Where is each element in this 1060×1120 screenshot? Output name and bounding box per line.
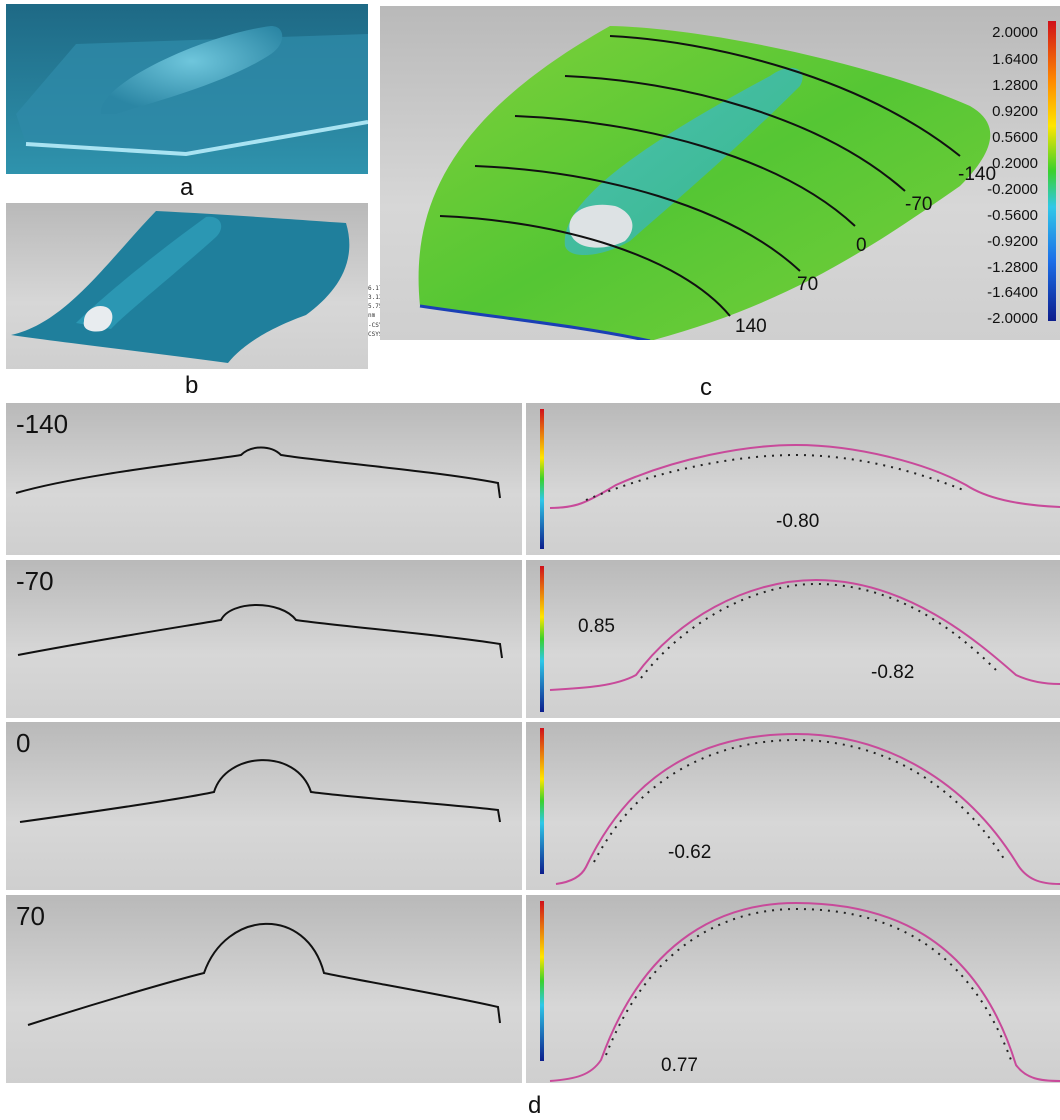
d-row-1-right-zoom: -0.80 [526, 403, 1060, 555]
scale-label-6: 0.2000 [992, 155, 1038, 172]
caption-b: b [185, 372, 199, 399]
d-row-2-annotation-1: 0.85 [578, 616, 615, 637]
scale-label-4: 0.9200 [992, 103, 1038, 120]
d-row-3-left-profile: 0 [6, 722, 522, 890]
section-label-140: 140 [735, 316, 767, 337]
d-row-1-annotation-1: -0.80 [776, 511, 820, 532]
scale-label-2: 1.6400 [992, 51, 1038, 68]
caption-d: d [528, 1092, 542, 1119]
d-row-4-label: 70 [16, 901, 45, 931]
info-line-5: -CSYS [368, 322, 387, 329]
scale-label-3: 1.2800 [992, 77, 1038, 94]
scale-label-12: -2.0000 [987, 310, 1038, 327]
scanned-hood-model-a [6, 4, 368, 174]
scanned-hood-model-b [11, 211, 350, 363]
d-row-2-right-zoom: 0.85 -0.82 [526, 560, 1060, 718]
caption-a: a [180, 174, 194, 201]
scale-label-5: 0.5600 [992, 129, 1038, 146]
d-row-4-right-zoom: 0.77 [526, 895, 1060, 1083]
d-row-2-left-profile: -70 [6, 560, 522, 718]
section-label-70: 70 [797, 274, 819, 295]
panel-c-deviation-map [380, 6, 1060, 340]
scale-label-8: -0.5600 [987, 207, 1038, 224]
d-row-3-label: 0 [16, 728, 31, 758]
color-deviation-hood-model [418, 26, 991, 340]
panel-a-scan-image [6, 4, 368, 174]
color-scale-bar [1048, 21, 1056, 321]
caption-c: c [700, 374, 712, 401]
scale-label-11: -1.6400 [987, 284, 1038, 301]
d-row-4-left-profile: 70 [6, 895, 522, 1083]
d-row-3-mini-scale [540, 728, 544, 874]
d-row-3-annotation-1: -0.62 [668, 842, 712, 863]
section-label-0: 0 [856, 235, 867, 256]
d-row-3-right-zoom: -0.62 [526, 722, 1060, 890]
d-row-1-left-profile: -140 [6, 403, 522, 555]
info-line-4: nm [368, 312, 376, 319]
scale-label-9: -0.9200 [987, 233, 1038, 250]
info-line-6: CSYS [368, 331, 383, 338]
panel-b-scan-image [6, 203, 368, 369]
scale-label-1: 2.0000 [992, 24, 1038, 41]
d-row-1-mini-scale [540, 409, 544, 549]
d-row-2-mini-scale [540, 566, 544, 712]
section-label-neg70: -70 [905, 194, 933, 215]
d-row-1-label: -140 [16, 409, 69, 439]
d-row-4-annotation-1: 0.77 [661, 1055, 698, 1076]
d-row-4-mini-scale [540, 901, 544, 1061]
d-row-2-annotation-2: -0.82 [871, 662, 915, 683]
scale-label-10: -1.2800 [987, 259, 1038, 276]
section-label-neg140: -140 [958, 164, 997, 185]
scale-label-7: -0.2000 [987, 181, 1038, 198]
d-row-2-label: -70 [16, 566, 54, 596]
